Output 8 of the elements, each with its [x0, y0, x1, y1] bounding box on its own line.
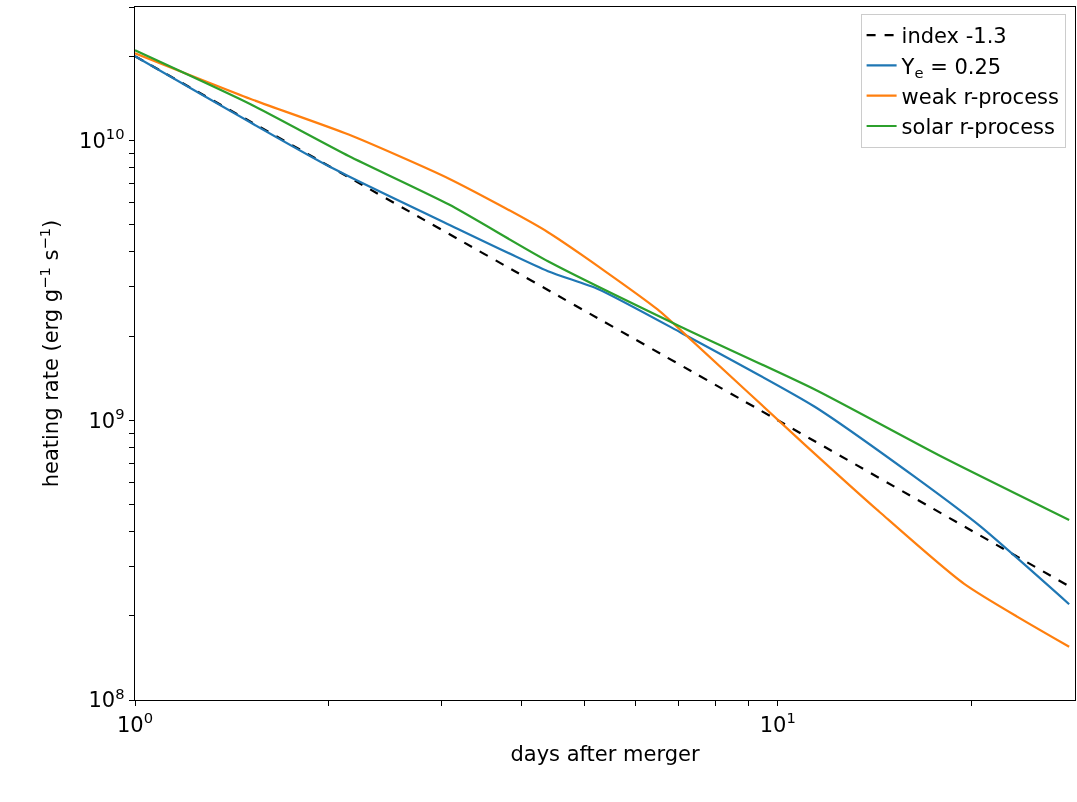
legend-label: solar r-process — [901, 115, 1055, 140]
legend-label: weak r-process — [901, 84, 1059, 109]
x-tick-label: 10$^{1}$ — [759, 708, 796, 737]
legend-label: index -1.3 — [901, 24, 1007, 49]
y-tick-label: 10$^{9}$ — [88, 404, 125, 433]
x-axis-title: days after merger — [510, 741, 700, 766]
legend-label: Y$_{e}$ = 0.25 — [900, 54, 1002, 81]
y-tick-label: 10$^{10}$ — [79, 125, 125, 153]
